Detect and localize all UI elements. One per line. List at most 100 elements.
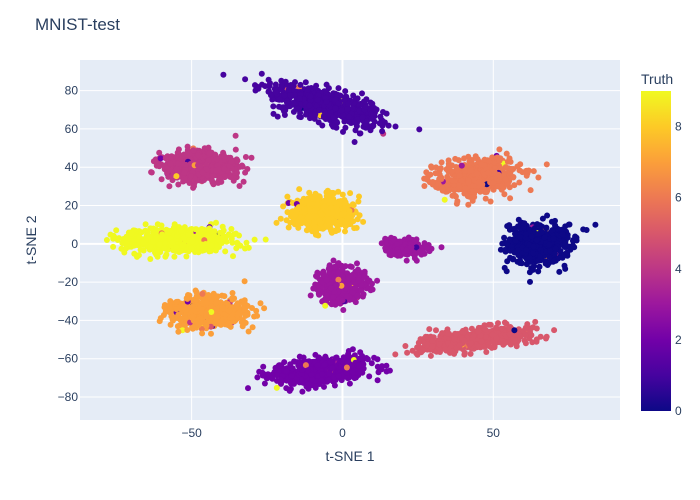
data-point <box>539 215 546 222</box>
data-point <box>392 351 399 358</box>
data-point <box>150 158 157 165</box>
data-point <box>543 161 550 168</box>
data-point <box>535 231 542 237</box>
data-point <box>252 82 258 89</box>
data-point <box>537 253 543 260</box>
data-point <box>221 165 228 172</box>
data-point <box>517 234 524 240</box>
data-point <box>416 126 423 133</box>
data-point <box>173 306 180 313</box>
data-point <box>284 193 291 200</box>
data-point <box>501 264 508 271</box>
data-point <box>203 310 209 317</box>
data-point <box>451 336 458 343</box>
data-point <box>521 220 528 227</box>
data-point <box>445 157 452 164</box>
data-point <box>321 361 328 368</box>
data-point <box>351 375 358 382</box>
data-point <box>232 146 239 153</box>
data-point <box>307 93 314 100</box>
data-point <box>452 155 459 162</box>
data-point <box>477 188 484 195</box>
data-point <box>341 118 348 125</box>
data-point <box>424 341 431 348</box>
data-point <box>299 388 306 395</box>
data-point <box>307 292 314 299</box>
data-point <box>497 183 504 189</box>
data-point <box>493 335 500 342</box>
data-point <box>265 76 272 83</box>
data-point <box>333 118 340 125</box>
data-point <box>245 385 251 392</box>
data-point <box>175 328 182 335</box>
data-point <box>549 227 556 234</box>
data-point <box>183 151 190 158</box>
data-point <box>322 302 329 309</box>
data-point <box>551 327 558 334</box>
data-point <box>156 163 163 170</box>
data-point <box>468 325 475 332</box>
data-point <box>232 132 239 139</box>
data-point <box>562 240 569 247</box>
data-point <box>478 338 485 345</box>
data-point <box>453 200 460 207</box>
data-point <box>173 173 180 180</box>
data-point <box>218 319 225 325</box>
data-point <box>438 159 445 166</box>
data-point <box>322 353 329 360</box>
data-point <box>342 88 349 95</box>
data-point <box>285 86 292 93</box>
data-point <box>362 104 369 110</box>
data-point <box>239 162 245 169</box>
data-point <box>296 353 303 360</box>
data-point <box>278 82 285 89</box>
data-point <box>162 155 169 162</box>
data-point <box>432 170 439 177</box>
data-point <box>165 173 172 180</box>
data-point <box>234 169 240 176</box>
data-point <box>523 167 530 174</box>
data-point <box>242 304 249 311</box>
data-point <box>326 370 333 377</box>
data-point <box>527 329 533 335</box>
data-point <box>253 307 260 314</box>
data-point <box>346 380 353 387</box>
data-point <box>352 299 359 306</box>
data-point <box>261 305 268 312</box>
data-point <box>261 380 268 387</box>
data-point <box>342 263 349 270</box>
data-point <box>403 247 410 254</box>
data-point <box>515 223 521 230</box>
data-point <box>328 301 335 308</box>
data-point <box>377 113 384 120</box>
data-point <box>467 350 474 357</box>
data-point <box>356 130 363 137</box>
data-point <box>569 242 576 249</box>
data-point <box>516 179 523 186</box>
data-point <box>562 265 569 272</box>
data-point <box>433 327 439 334</box>
data-point <box>335 276 342 283</box>
data-point <box>265 371 271 378</box>
data-point <box>208 309 215 315</box>
data-point <box>296 95 303 102</box>
data-point <box>515 216 522 223</box>
data-point <box>346 113 353 120</box>
data-point <box>429 179 436 185</box>
data-point <box>314 270 321 277</box>
data-point <box>184 327 191 333</box>
data-point <box>364 118 370 124</box>
data-point <box>504 223 511 230</box>
data-point <box>490 179 497 186</box>
data-point <box>511 327 518 334</box>
data-point <box>315 92 322 99</box>
data-point <box>437 349 443 355</box>
data-point <box>522 231 529 238</box>
data-point <box>182 306 189 313</box>
data-point <box>512 230 518 237</box>
data-point <box>297 81 304 88</box>
data-point <box>374 377 381 384</box>
data-point <box>426 326 433 333</box>
data-point <box>344 358 351 365</box>
data-point <box>338 107 345 114</box>
